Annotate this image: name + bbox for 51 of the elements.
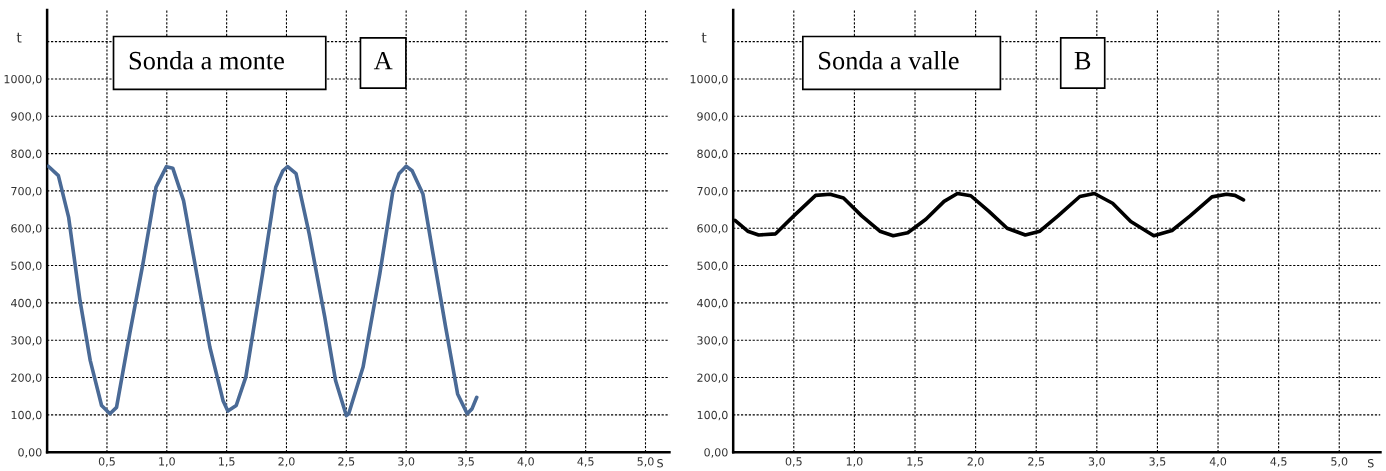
y-tick-label: 200,0	[11, 373, 42, 384]
y-tick-label: 700,0	[697, 186, 728, 197]
y-tick-label: 400,0	[11, 298, 42, 309]
y-tick-label: 700,0	[11, 186, 42, 197]
x-tick-label: 3,0	[1088, 457, 1105, 467]
annotation: Sonda a monte	[129, 51, 284, 70]
x-tick-label: 0,5	[785, 457, 802, 467]
x-tick-label: 1,5	[907, 457, 923, 467]
x-tick-label: 3,0	[398, 457, 415, 467]
annotation: A	[373, 51, 393, 70]
y-tick-label: 200,0	[697, 373, 728, 384]
y-tick-label: 100,0	[11, 410, 42, 421]
y-tick-label: 1000,0	[690, 74, 728, 85]
annotation: Sonda a valle	[819, 51, 959, 70]
x-tick-label: 0,5	[98, 457, 115, 467]
x-tick-label: 1,5	[219, 457, 235, 467]
x-tick-label: 5,0	[1331, 457, 1348, 467]
x-tick-label: 1,0	[159, 457, 175, 467]
x-tick-label: 2,5	[338, 457, 355, 467]
y-axis-title: t	[16, 32, 22, 43]
y-tick-label: 400,0	[697, 298, 728, 309]
y-tick-label: 600,0	[11, 224, 42, 234]
x-tick-label: 4,5	[577, 457, 594, 467]
y-tick-label: 300,0	[697, 336, 728, 346]
x-tick-label: 3,5	[1149, 457, 1166, 467]
y-tick-label: 0,00	[704, 448, 728, 458]
y-tick-label: 0,00	[18, 448, 42, 458]
x-tick-label: 3,5	[458, 457, 474, 467]
y-tick-label: 800,0	[11, 149, 42, 160]
x-tick-label: 4,0	[517, 457, 534, 467]
y-tick-label: 100,0	[697, 410, 728, 421]
y-tick-label: 900,0	[11, 112, 42, 122]
x-tick-label: 4,5	[1270, 457, 1287, 467]
x-axis-title: S	[1367, 458, 1374, 468]
y-tick-label: 800,0	[697, 149, 728, 160]
line-series	[47, 164, 479, 418]
x-tick-label: 2,5	[1028, 457, 1045, 467]
x-tick-label: 2,0	[278, 457, 295, 467]
y-tick-label: 600,0	[697, 224, 728, 234]
x-axis-title: S	[657, 458, 664, 468]
y-tick-label: 300,0	[11, 336, 42, 346]
annotation: B	[1074, 52, 1091, 70]
y-axis-title: t	[701, 32, 707, 43]
y-tick-label: 500,0	[697, 261, 728, 272]
x-tick-label: 4,0	[1209, 457, 1227, 467]
x-tick-label: 2,0	[967, 457, 984, 467]
x-tick-label: 1,0	[846, 457, 863, 467]
y-tick-label: 900,0	[697, 112, 728, 122]
y-tick-label: 500,0	[11, 261, 42, 272]
y-tick-label: 1000,0	[4, 74, 42, 85]
x-tick-label: 5,0	[637, 457, 654, 467]
